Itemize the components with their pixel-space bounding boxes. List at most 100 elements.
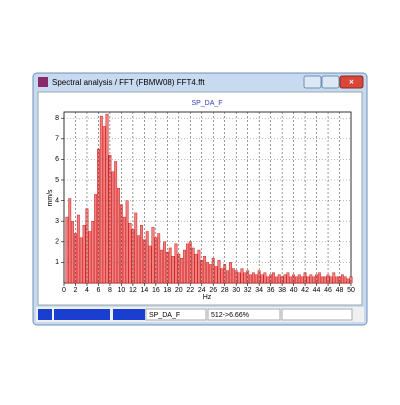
status-info: 512->6.66%: [211, 312, 249, 319]
bar: [91, 220, 95, 284]
bar: [289, 276, 293, 284]
maximize-button[interactable]: [321, 75, 340, 89]
bar: [249, 274, 252, 284]
y-tick-label: 5: [55, 177, 59, 184]
status-indicator: [113, 309, 145, 320]
x-tick-label: 28: [221, 287, 229, 294]
bar: [332, 272, 336, 284]
bar: [323, 276, 327, 284]
x-tick-label: 46: [324, 287, 332, 294]
bar: [137, 235, 141, 284]
x-tick-label: 44: [313, 287, 321, 294]
bar: [312, 276, 316, 284]
x-tick-label: 2: [74, 287, 78, 294]
bar: [114, 161, 118, 284]
x-tick-label: 6: [96, 287, 100, 294]
bar: [191, 247, 195, 284]
bar: [252, 272, 255, 284]
status-channel: SP_DA_F: [149, 312, 180, 319]
bar: [203, 256, 207, 284]
bar: [260, 274, 264, 284]
bar: [71, 220, 75, 284]
y-tick-label: 2: [55, 239, 59, 246]
bar: [318, 272, 321, 284]
x-tick-label: 16: [152, 287, 160, 294]
y-tick-label: 1: [55, 259, 59, 266]
x-tick-label: 40: [290, 287, 298, 294]
y-tick-label: 6: [55, 156, 59, 163]
bar: [208, 264, 212, 284]
bar: [217, 260, 221, 284]
bar: [309, 274, 313, 284]
bar: [297, 274, 301, 284]
x-tick-label: 22: [186, 287, 194, 294]
bar: [320, 276, 324, 284]
bar: [240, 268, 244, 284]
bar: [102, 126, 106, 284]
y-tick-label: 8: [55, 115, 59, 122]
bar: [220, 268, 224, 284]
bar: [76, 214, 80, 284]
bar: [226, 270, 230, 284]
bar: [272, 272, 275, 284]
minimize-button[interactable]: [303, 75, 322, 89]
bar: [254, 274, 258, 284]
bar: [283, 274, 287, 284]
bar: [174, 243, 178, 284]
window-title: Spectral analysis / FFT (FBMW08) FFT4.ff…: [52, 78, 205, 87]
bar: [277, 274, 281, 284]
bar: [171, 256, 175, 284]
y-tick-label: 7: [55, 136, 59, 143]
bar: [145, 231, 149, 284]
close-button[interactable]: [339, 75, 364, 89]
x-tick-label: 0: [62, 287, 66, 294]
y-axis-label: mm/s: [47, 189, 54, 207]
bar: [148, 245, 152, 284]
bar: [300, 276, 304, 284]
status-field: [145, 308, 207, 321]
x-tick-label: 32: [244, 287, 252, 294]
x-tick-label: 20: [175, 287, 183, 294]
x-tick-label: 4: [85, 287, 89, 294]
bar: [111, 171, 115, 284]
bar: [340, 274, 344, 284]
bar: [117, 188, 120, 284]
x-tick-label: 18: [163, 287, 171, 294]
bar: [214, 266, 218, 284]
bar: [108, 155, 112, 284]
bar: [206, 262, 209, 284]
bar: [295, 276, 298, 284]
x-tick-label: 8: [108, 287, 112, 294]
bar: [237, 272, 241, 284]
bar: [197, 249, 201, 284]
bar: [274, 276, 278, 284]
bar: [329, 276, 333, 284]
x-tick-label: 36: [267, 287, 275, 294]
x-tick-label: 48: [336, 287, 344, 294]
bar: [266, 276, 270, 284]
y-tick-label: 3: [55, 218, 59, 225]
x-tick-label: 12: [129, 287, 137, 294]
bar: [185, 243, 189, 284]
bar: [128, 223, 132, 284]
x-tick-label: 10: [118, 287, 126, 294]
bar: [82, 225, 86, 284]
close-icon: ×: [349, 78, 354, 87]
bar: [99, 115, 103, 284]
status-indicator: [38, 309, 52, 320]
status-field: [281, 308, 353, 321]
status-indicator: [54, 309, 110, 320]
bar: [180, 258, 184, 284]
bar: [134, 212, 138, 284]
bar: [229, 262, 232, 284]
bar: [194, 253, 198, 284]
status-field: [207, 308, 281, 321]
x-tick-label: 30: [232, 287, 240, 294]
bar: [157, 233, 161, 284]
bar: [335, 276, 339, 284]
bar: [243, 272, 247, 284]
bar: [122, 216, 126, 284]
bar: [343, 276, 347, 284]
chart-title: SP_DA_F: [191, 100, 222, 107]
